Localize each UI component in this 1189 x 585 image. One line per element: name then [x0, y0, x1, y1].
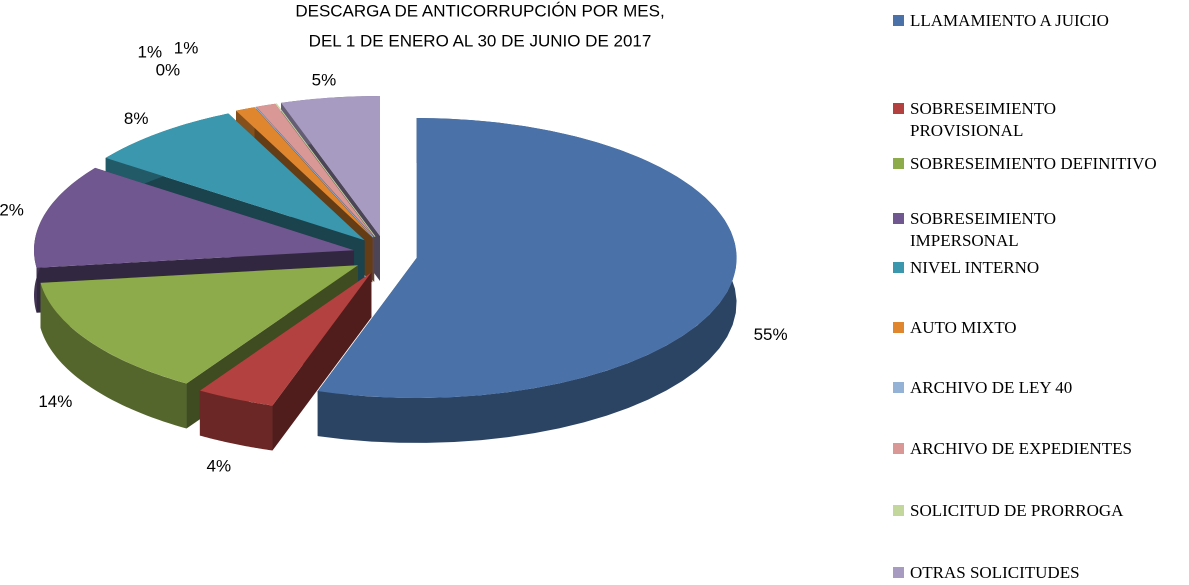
legend-swatch — [893, 382, 904, 393]
legend-swatch — [893, 213, 904, 224]
legend-item: OTRAS SOLICITUDES — [893, 562, 1160, 584]
slice-outer-wall — [40, 282, 187, 429]
legend-swatch — [893, 443, 904, 454]
legend-swatch — [893, 567, 904, 578]
slice-top — [281, 96, 380, 237]
chart-title: DESCARGA DE ANTICORRUPCIÓN POR MES, — [295, 1, 664, 20]
slice — [199, 272, 372, 451]
slice-outer-wall — [199, 390, 273, 451]
data-label: 55% — [754, 325, 788, 344]
legend-swatch — [893, 322, 904, 333]
data-label: 8% — [124, 109, 149, 128]
slice-top — [256, 103, 375, 237]
slice — [275, 103, 376, 238]
slice-top — [40, 265, 358, 384]
legend-swatch — [893, 15, 904, 26]
legend-item: SOBRESEIMIENTO PROVISIONAL — [893, 98, 1160, 142]
legend-item: SOLICITUD DE PRORROGA — [893, 500, 1160, 522]
data-label: 12% — [0, 201, 24, 220]
legend-swatch — [893, 103, 904, 114]
data-label: 14% — [38, 392, 72, 411]
slice-top — [34, 167, 355, 268]
data-label: 4% — [206, 457, 231, 476]
legend-item: ARCHIVO DE EXPEDIENTES — [893, 438, 1160, 460]
legend-item: AUTO MIXTO — [893, 317, 1160, 339]
legend: LLAMAMIENTO A JUICIO SOBRESEIMIENTO PROVI… — [893, 0, 1183, 585]
slice — [255, 106, 374, 238]
slice-top — [317, 118, 737, 399]
slice-top — [105, 113, 365, 241]
legend-swatch — [893, 262, 904, 273]
legend-label: SOLICITUD DE PRORROGA — [910, 501, 1124, 520]
legend-label: SOBRESEIMIENTO PROVISIONAL — [910, 99, 1057, 140]
pie-area: DESCARGA DE ANTICORRUPCIÓN POR MES, DEL … — [0, 1, 788, 476]
slice-top — [199, 272, 372, 406]
legend-item: NIVEL INTERNO — [893, 257, 1160, 279]
data-label: 1% — [174, 38, 199, 57]
legend-item: LLAMAMIENTO A JUICIO — [893, 10, 1160, 32]
legend-label: ARCHIVO DE LEY 40 — [910, 378, 1073, 397]
legend-label: NIVEL INTERNO — [910, 258, 1040, 277]
legend-label: SOBRESEIMIENTO IMPERSONAL — [910, 209, 1057, 250]
legend-item: SOBRESEIMIENTO IMPERSONAL — [893, 208, 1160, 252]
chart-title: DEL 1 DE ENERO AL 30 DE JUNIO DE 2017 — [309, 31, 652, 50]
legend-label: SOBRESEIMIENTO DEFINITIVO — [910, 154, 1157, 173]
slice-top — [255, 106, 374, 238]
legend-label: OTRAS SOLICITUDES — [910, 563, 1080, 582]
data-label: 1% — [137, 43, 162, 62]
slice-top — [236, 107, 373, 238]
legend-swatch — [893, 158, 904, 169]
legend-item: ARCHIVO DE LEY 40 — [893, 377, 1160, 399]
legend-label: ARCHIVO DE EXPEDIENTES — [910, 439, 1132, 458]
slice — [317, 118, 737, 443]
data-label: 0% — [156, 60, 181, 79]
legend-item: SOBRESEIMIENTO DEFINITIVO — [893, 153, 1160, 175]
data-label: 5% — [312, 71, 337, 90]
legend-label: LLAMAMIENTO A JUICIO — [910, 11, 1109, 30]
legend-swatch — [893, 505, 904, 516]
legend-label: AUTO MIXTO — [910, 318, 1017, 337]
slice-top — [275, 103, 376, 238]
